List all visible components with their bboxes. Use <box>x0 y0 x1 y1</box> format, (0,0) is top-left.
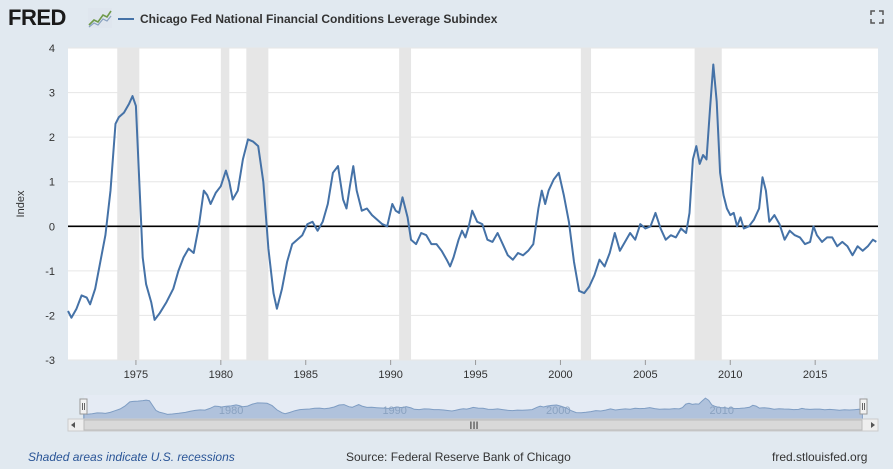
y-tick-label: -2 <box>45 310 55 322</box>
scrollbar[interactable]: III <box>67 418 879 432</box>
y-tick-label: -3 <box>45 355 55 367</box>
legend-swatch <box>118 18 134 20</box>
scroll-left-arrow-icon[interactable] <box>71 422 75 428</box>
y-axis-ticks: -3 -2 -1 0 1 2 3 4 <box>45 43 55 367</box>
data-points <box>67 64 877 320</box>
x-tick-label: 1980 <box>209 369 233 381</box>
chart-legend: Chicago Fed National Financial Condition… <box>118 10 497 28</box>
fred-logo[interactable]: FRED <box>8 5 66 30</box>
fullscreen-icon[interactable] <box>870 10 884 24</box>
plot-area <box>68 48 878 360</box>
scrollbar-grip: III <box>469 420 478 432</box>
recession-band <box>694 48 722 360</box>
navigator-label: 1990 <box>382 405 406 417</box>
scrollbar-thumb[interactable] <box>83 419 863 431</box>
navigator-label: 2000 <box>546 405 570 417</box>
navigator-labels: 1980 1990 2000 2010 <box>219 405 734 417</box>
x-tick-label: 1985 <box>293 369 317 381</box>
navigator[interactable]: 1980 1990 2000 2010 <box>79 395 868 420</box>
y-tick-label: 1 <box>49 177 55 189</box>
x-tick-label: 2015 <box>803 369 827 381</box>
x-tick-label: 1990 <box>378 369 402 381</box>
y-tick-label: 2 <box>49 132 55 144</box>
x-tick-label: 2000 <box>548 369 572 381</box>
recession-band <box>220 48 230 360</box>
gridlines <box>68 47 878 361</box>
y-tick-label: 4 <box>49 43 55 55</box>
y-tick-label: 0 <box>49 221 55 233</box>
navigator-label: 2010 <box>709 405 733 417</box>
recession-band <box>580 48 592 360</box>
recession-band <box>246 48 269 360</box>
y-tick-label: -1 <box>45 266 55 278</box>
source-note: Source: Federal Reserve Bank of Chicago <box>346 450 571 464</box>
x-axis-ticks: 1975 1980 1985 1990 1995 2000 2005 2010 2015 <box>124 360 827 381</box>
site-link[interactable]: fred.stlouisfed.org <box>772 450 868 464</box>
x-tick-label: 1995 <box>463 369 487 381</box>
recession-note: Shaded areas indicate U.S. recessions <box>28 450 235 464</box>
x-tick-label: 2005 <box>633 369 657 381</box>
y-tick-label: 3 <box>49 88 55 100</box>
navigator-label: 1980 <box>219 405 243 417</box>
x-tick-label: 2010 <box>718 369 742 381</box>
legend-series-label: Chicago Fed National Financial Condition… <box>140 12 498 26</box>
navigator-right-handle[interactable] <box>859 398 868 415</box>
navigator-selection-mask <box>84 395 864 419</box>
y-axis-label: Index <box>15 190 27 217</box>
x-tick-label: 1975 <box>124 369 148 381</box>
chart-header: FRED Chicago Fed National Financial Cond… <box>0 0 893 38</box>
fred-graph-logo-icon <box>88 8 112 28</box>
navigator-left-handle[interactable] <box>79 398 88 415</box>
scroll-right-arrow-icon[interactable] <box>871 422 875 428</box>
navigator-series-area <box>83 397 863 420</box>
recession-band <box>117 48 140 360</box>
